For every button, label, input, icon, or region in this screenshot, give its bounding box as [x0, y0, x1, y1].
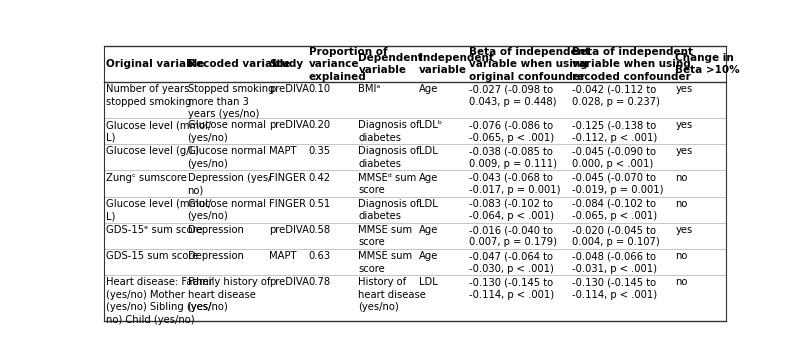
Text: preDIVA: preDIVA [269, 120, 309, 130]
Text: FINGER: FINGER [269, 173, 306, 183]
Text: Glucose level (mmol/
L): Glucose level (mmol/ L) [106, 120, 211, 143]
Text: Beta of independent
variable when using
recoded confounder: Beta of independent variable when using … [572, 47, 693, 81]
Text: LDL: LDL [419, 199, 437, 209]
Text: Depression: Depression [188, 251, 244, 261]
Text: yes: yes [676, 120, 693, 130]
Text: -0.083 (-0.102 to
-0.064, p < .001): -0.083 (-0.102 to -0.064, p < .001) [469, 199, 553, 221]
Text: yes: yes [676, 225, 693, 235]
Text: 0.51: 0.51 [309, 199, 331, 209]
Text: Heart disease: Father
(yes/no) Mother
(yes/no) Sibling (yes/
no) Child (yes/no): Heart disease: Father (yes/no) Mother (y… [106, 277, 213, 325]
Text: BMIᵃ: BMIᵃ [358, 84, 381, 94]
Text: -0.038 (-0.085 to
0.009, p = 0.111): -0.038 (-0.085 to 0.009, p = 0.111) [469, 147, 556, 169]
Text: 0.10: 0.10 [309, 84, 331, 94]
Text: LDLᵇ: LDLᵇ [419, 120, 442, 130]
Text: Diagnosis of
diabetes: Diagnosis of diabetes [358, 199, 420, 221]
Text: preDIVA: preDIVA [269, 277, 309, 287]
Text: Age: Age [419, 225, 438, 235]
Text: no: no [676, 173, 688, 183]
Text: LDL: LDL [419, 277, 437, 287]
Text: Diagnosis of
diabetes: Diagnosis of diabetes [358, 120, 420, 143]
Text: Glucose level (g/L): Glucose level (g/L) [106, 147, 199, 156]
Text: -0.047 (-0.064 to
-0.030, p < .001): -0.047 (-0.064 to -0.030, p < .001) [469, 251, 553, 274]
Text: Age: Age [419, 84, 438, 94]
Text: Stopped smoking
more than 3
years (yes/no): Stopped smoking more than 3 years (yes/n… [188, 84, 274, 119]
Text: no: no [676, 251, 688, 261]
Text: preDIVA: preDIVA [269, 225, 309, 235]
Text: FINGER: FINGER [269, 199, 306, 209]
Text: Dependent
variable: Dependent variable [358, 53, 423, 75]
Text: Recoded variable: Recoded variable [188, 59, 290, 69]
Text: -0.130 (-0.145 to
-0.114, p < .001): -0.130 (-0.145 to -0.114, p < .001) [469, 277, 554, 300]
Text: MMSEᵈ sum
score: MMSEᵈ sum score [358, 173, 416, 195]
Text: History of
heart disease
(yes/no): History of heart disease (yes/no) [358, 277, 426, 312]
Text: Proportion of
variance
explained: Proportion of variance explained [309, 47, 387, 81]
Text: Glucose normal
(yes/no): Glucose normal (yes/no) [188, 199, 266, 221]
Text: -0.048 (-0.066 to
-0.031, p < .001): -0.048 (-0.066 to -0.031, p < .001) [572, 251, 657, 274]
Text: Change in
Beta >10%: Change in Beta >10% [676, 53, 740, 75]
Text: -0.076 (-0.086 to
-0.065, p < .001): -0.076 (-0.086 to -0.065, p < .001) [469, 120, 554, 143]
Text: Depression (yes/
no): Depression (yes/ no) [188, 173, 271, 195]
Text: -0.016 (-0.040 to
0.007, p = 0.179): -0.016 (-0.040 to 0.007, p = 0.179) [469, 225, 556, 248]
Text: yes: yes [676, 84, 693, 94]
Text: LDL: LDL [419, 147, 437, 156]
Text: -0.045 (-0.070 to
-0.019, p = 0.001): -0.045 (-0.070 to -0.019, p = 0.001) [572, 173, 663, 195]
Text: -0.042 (-0.112 to
0.028, p = 0.237): -0.042 (-0.112 to 0.028, p = 0.237) [572, 84, 660, 107]
Text: GDS-15 sum score: GDS-15 sum score [106, 251, 198, 261]
Text: Glucose level (mmol/
L): Glucose level (mmol/ L) [106, 199, 211, 221]
Text: MAPT: MAPT [269, 147, 296, 156]
Text: Age: Age [419, 173, 438, 183]
Text: -0.045 (-0.090 to
0.000, p < .001): -0.045 (-0.090 to 0.000, p < .001) [572, 147, 656, 169]
Text: no: no [676, 199, 688, 209]
Text: preDIVA: preDIVA [269, 84, 309, 94]
Text: Zungᶜ sumscore: Zungᶜ sumscore [106, 173, 187, 183]
Text: GDS-15ᵉ sum score: GDS-15ᵉ sum score [106, 225, 202, 235]
Text: 0.35: 0.35 [309, 147, 331, 156]
Text: 0.42: 0.42 [309, 173, 331, 183]
Text: Glucose normal
(yes/no): Glucose normal (yes/no) [188, 120, 266, 143]
Text: Family history of
heart disease
(yes/no): Family history of heart disease (yes/no) [188, 277, 270, 312]
Text: -0.027 (-0.098 to
0.043, p = 0.448): -0.027 (-0.098 to 0.043, p = 0.448) [469, 84, 556, 107]
Text: -0.084 (-0.102 to
-0.065, p < .001): -0.084 (-0.102 to -0.065, p < .001) [572, 199, 657, 221]
Text: MMSE sum
score: MMSE sum score [358, 251, 412, 274]
Text: -0.020 (-0.045 to
0.004, p = 0.107): -0.020 (-0.045 to 0.004, p = 0.107) [572, 225, 659, 248]
Text: Depression: Depression [188, 225, 244, 235]
Text: Study: Study [269, 59, 303, 69]
Text: 0.20: 0.20 [309, 120, 331, 130]
Text: Number of years
stopped smoking: Number of years stopped smoking [106, 84, 192, 107]
Text: -0.130 (-0.145 to
-0.114, p < .001): -0.130 (-0.145 to -0.114, p < .001) [572, 277, 657, 300]
Text: no: no [676, 277, 688, 287]
Text: Original variable: Original variable [106, 59, 205, 69]
Text: 0.58: 0.58 [309, 225, 331, 235]
Text: MAPT: MAPT [269, 251, 296, 261]
Text: 0.63: 0.63 [309, 251, 331, 261]
Text: Diagnosis of
diabetes: Diagnosis of diabetes [358, 147, 420, 169]
Text: -0.125 (-0.138 to
-0.112, p < .001): -0.125 (-0.138 to -0.112, p < .001) [572, 120, 657, 143]
Text: yes: yes [676, 147, 693, 156]
Text: Glucose normal
(yes/no): Glucose normal (yes/no) [188, 147, 266, 169]
Text: MMSE sum
score: MMSE sum score [358, 225, 412, 248]
Text: Beta of independent
variable when using
original confounder: Beta of independent variable when using … [469, 47, 590, 81]
Text: 0.78: 0.78 [309, 277, 331, 287]
Text: Age: Age [419, 251, 438, 261]
Text: Independent
variable: Independent variable [419, 53, 494, 75]
Text: -0.043 (-0.068 to
-0.017, p = 0.001): -0.043 (-0.068 to -0.017, p = 0.001) [469, 173, 560, 195]
